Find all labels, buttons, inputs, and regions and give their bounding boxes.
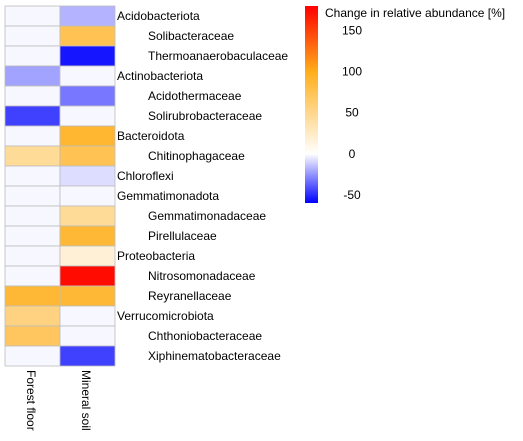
heatmap-cell [59, 165, 116, 187]
heatmap-cell [59, 45, 116, 67]
row-label: Acidothermaceae [148, 89, 242, 103]
row-label: Gemmatimonadota [117, 189, 219, 203]
column-label: Forest floor [24, 370, 38, 431]
row-label: Acidobacteriota [117, 9, 200, 23]
heatmap-cell [59, 185, 116, 207]
heatmap-cell [59, 105, 116, 127]
heatmap-cell [4, 145, 61, 167]
heatmap-cell [59, 5, 116, 27]
row-label: Nitrosomonadaceae [148, 269, 256, 283]
colorbar-title: Change in relative abundance [%] [325, 6, 505, 20]
heatmap-cell [59, 65, 116, 87]
heatmap-cell [4, 225, 61, 247]
row-label: Thermoanaerobaculaceae [148, 49, 288, 63]
row-label: Pirellulaceae [148, 229, 217, 243]
row-label: Gemmatimonadaceae [148, 209, 266, 223]
row-label: Chitinophagaceae [148, 149, 245, 163]
heatmap-cell [4, 205, 61, 227]
heatmap-cell [4, 45, 61, 67]
colorbar-tick-label: -50 [343, 188, 361, 202]
row-label: Actinobacteriota [117, 69, 203, 83]
colorbar-tick-label: 50 [345, 106, 359, 120]
heatmap-cells [4, 5, 116, 367]
heatmap-cell [4, 245, 61, 267]
row-label: Chthoniobacteraceae [148, 329, 262, 343]
colorbar-gradient [305, 6, 318, 203]
colorbar-tick-label: 100 [342, 65, 362, 79]
row-label: Proteobacteria [117, 249, 195, 263]
colorbar: Change in relative abundance [%] 150 100 5… [305, 6, 505, 203]
heatmap-cell [59, 285, 116, 307]
row-label: Chloroflexi [117, 169, 174, 183]
heatmap-cell [4, 65, 61, 87]
column-labels: Forest floor Mineral soil [24, 370, 93, 431]
colorbar-tick-label: 0 [349, 147, 356, 161]
heatmap-cell [4, 105, 61, 127]
row-label: Xiphinematobacteraceae [148, 349, 281, 363]
heatmap-cell [59, 25, 116, 47]
heatmap-cell [4, 25, 61, 47]
row-label: Verrucomicrobiota [117, 309, 214, 323]
heatmap-cell [4, 165, 61, 187]
row-label: Solibacteraceae [148, 29, 234, 43]
heatmap-cell [4, 305, 61, 327]
heatmap-cell [4, 185, 61, 207]
heatmap-cell [4, 125, 61, 147]
heatmap-cell [4, 325, 61, 347]
heatmap-cell [4, 85, 61, 107]
row-labels: Acidobacteriota Solibacteraceae Thermoanae… [117, 9, 288, 363]
heatmap-cell [59, 325, 116, 347]
heatmap-cell [59, 305, 116, 327]
colorbar-ticks: 150 100 50 0 -50 [342, 24, 362, 202]
row-label: Reyranellaceae [148, 289, 232, 303]
heatmap-cell [59, 145, 116, 167]
heatmap-cell [59, 125, 116, 147]
column-label: Mineral soil [79, 370, 93, 431]
heatmap-cell [4, 285, 61, 307]
heatmap-cell [59, 205, 116, 227]
row-label: Solirubrobacteraceae [148, 109, 262, 123]
heatmap-cell [4, 5, 61, 27]
heatmap-cell [59, 345, 116, 367]
heatmap-cell [59, 245, 116, 267]
heatmap-cell [59, 85, 116, 107]
heatmap-cell [4, 345, 61, 367]
row-label: Bacteroidota [117, 129, 185, 143]
heatmap-cell [59, 265, 116, 287]
colorbar-tick-label: 150 [342, 24, 362, 38]
heatmap-cell [59, 225, 116, 247]
heatmap-cell [4, 265, 61, 287]
